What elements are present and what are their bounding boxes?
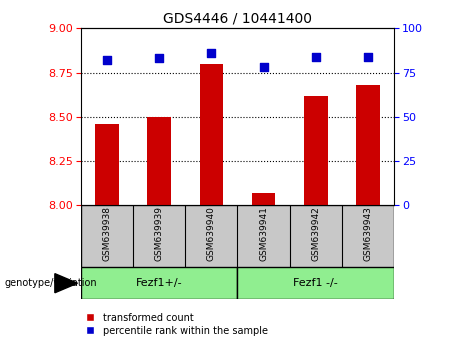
Text: GSM639941: GSM639941 [259,206,268,261]
Bar [237,267,394,299]
Text: genotype/variation: genotype/variation [5,278,97,288]
Legend: transformed count, percentile rank within the sample: transformed count, percentile rank withi… [86,313,268,336]
Point [312,54,319,59]
Point [260,64,267,70]
Polygon shape [55,274,77,293]
Bar [356,85,380,205]
Bar [81,267,237,299]
Text: GSM639939: GSM639939 [154,206,164,261]
Point [155,56,163,61]
Point [364,54,372,59]
Text: GSM639940: GSM639940 [207,206,216,261]
Bar [252,193,275,205]
Text: GSM639938: GSM639938 [102,206,111,261]
Text: Fezf1+/-: Fezf1+/- [136,278,183,288]
Text: Fezf1 -/-: Fezf1 -/- [293,278,338,288]
Title: GDS4446 / 10441400: GDS4446 / 10441400 [163,12,312,26]
Bar [304,96,327,205]
Point [103,57,111,63]
Point [207,50,215,56]
Text: GSM639942: GSM639942 [311,206,320,261]
Bar [95,124,118,205]
Text: GSM639943: GSM639943 [364,206,372,261]
Bar [148,117,171,205]
Bar [200,64,223,205]
